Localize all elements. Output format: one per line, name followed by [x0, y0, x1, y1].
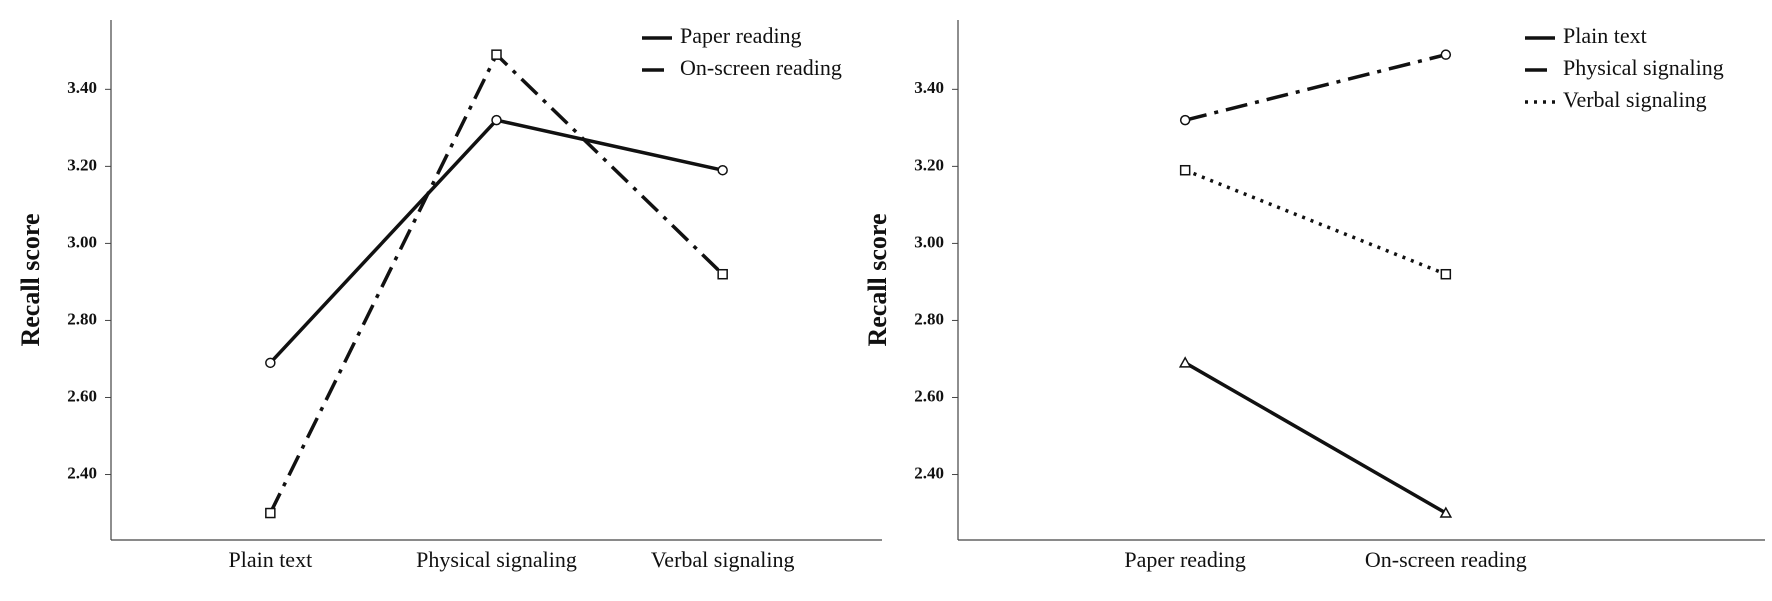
y-tick-label: 3.00 [67, 232, 97, 251]
y-axis-label: Recall score [16, 213, 45, 346]
x-tick-label: Physical signaling [416, 547, 577, 572]
y-tick-label: 3.20 [914, 155, 944, 174]
x-tick-label: Verbal signaling [651, 547, 795, 572]
x-tick-label: Plain text [228, 547, 312, 572]
legend-label: Physical signaling [1563, 55, 1724, 80]
x-tick-label: Paper reading [1124, 547, 1246, 572]
marker [717, 268, 728, 280]
x-tick-label: On-screen reading [1365, 547, 1527, 572]
y-tick-label: 2.60 [67, 386, 97, 405]
legend-label: Verbal signaling [1563, 87, 1707, 112]
legend-label: On-screen reading [680, 55, 842, 80]
y-tick-label: 2.40 [67, 463, 97, 482]
marker [1439, 506, 1453, 518]
y-tick-label: 2.60 [914, 386, 944, 405]
y-tick-label: 3.40 [914, 78, 944, 97]
marker [1440, 268, 1452, 280]
marker [265, 507, 276, 519]
marker [1179, 164, 1191, 176]
line [1184, 52, 1447, 122]
legend-label: Paper reading [680, 23, 802, 48]
marker [491, 114, 502, 126]
marker [1179, 114, 1191, 126]
marker [717, 164, 728, 176]
y-tick-label: 2.80 [67, 309, 97, 328]
marker [1178, 356, 1192, 368]
y-tick-label: 3.40 [67, 78, 97, 97]
marker [491, 49, 502, 60]
y-tick-label: 3.20 [67, 155, 97, 174]
line [1184, 361, 1447, 515]
line [1184, 168, 1447, 276]
y-tick-label: 3.00 [914, 232, 944, 251]
marker [1440, 49, 1452, 60]
y-tick-label: 2.40 [914, 463, 944, 482]
y-axis-label: Recall score [863, 213, 892, 346]
legend-label: Plain text [1563, 23, 1647, 48]
y-tick-label: 2.80 [914, 309, 944, 328]
marker [265, 357, 276, 369]
line [269, 118, 724, 365]
